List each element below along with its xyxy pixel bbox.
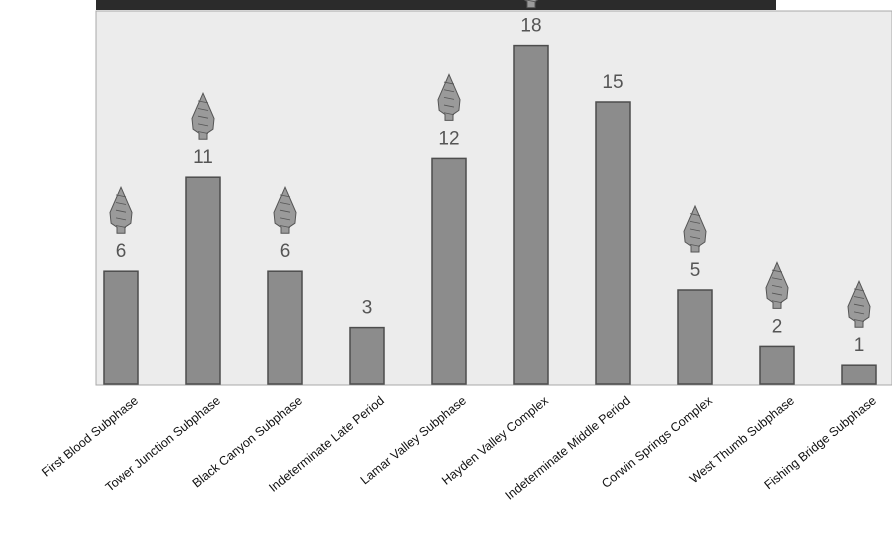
bar bbox=[841, 364, 877, 385]
projectile-point-icon bbox=[683, 204, 707, 253]
bar-value-label: 18 bbox=[520, 16, 541, 37]
bar bbox=[349, 326, 385, 385]
projectile-point-icon bbox=[523, 0, 539, 9]
projectile-point-icon bbox=[437, 73, 461, 121]
plot-area bbox=[95, 10, 892, 386]
bars-layer bbox=[103, 44, 877, 385]
bar bbox=[431, 157, 467, 385]
projectile-point-icon bbox=[109, 185, 133, 234]
bar-value-label: 6 bbox=[116, 241, 127, 262]
bar-value-label: 15 bbox=[602, 72, 623, 93]
bar bbox=[595, 101, 631, 385]
bar-value-label: 3 bbox=[362, 298, 373, 319]
projectile-point-icon bbox=[765, 261, 789, 309]
bar bbox=[267, 270, 303, 385]
projectile-point-icon bbox=[191, 91, 215, 140]
bar-value-label: 5 bbox=[690, 260, 701, 281]
bar bbox=[513, 44, 549, 385]
bar bbox=[677, 289, 713, 385]
bar-value-label: 11 bbox=[193, 147, 213, 168]
title-strip bbox=[96, 0, 776, 10]
bar bbox=[103, 270, 139, 385]
bar-value-label: 6 bbox=[280, 241, 291, 262]
bar-value-label: 1 bbox=[854, 335, 865, 356]
bar-value-label: 12 bbox=[438, 128, 459, 149]
icons-layer bbox=[109, 0, 871, 328]
bar bbox=[185, 176, 221, 385]
bar bbox=[759, 345, 795, 385]
bar-value-label: 2 bbox=[772, 316, 783, 337]
projectile-point-icon bbox=[273, 185, 297, 234]
projectile-point-icon bbox=[847, 279, 871, 328]
value-labels-layer: 6 11 6 3 12 18 15 5 2 1 bbox=[116, 16, 865, 357]
